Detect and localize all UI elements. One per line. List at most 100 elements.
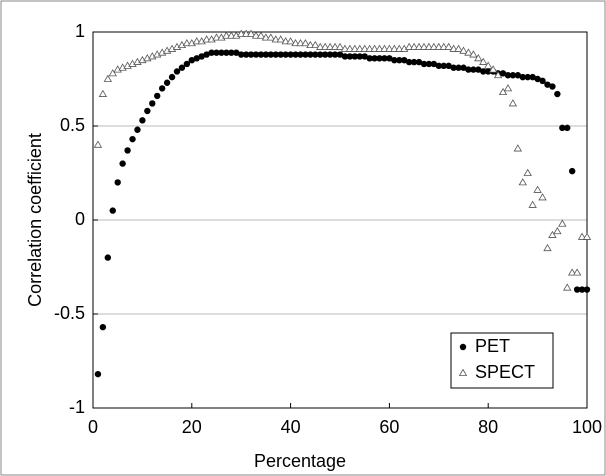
point <box>233 49 240 56</box>
point <box>582 232 592 240</box>
point <box>435 62 442 70</box>
point <box>266 33 276 41</box>
point <box>202 35 211 43</box>
point <box>173 68 181 75</box>
point <box>380 44 389 52</box>
point <box>465 66 472 73</box>
point <box>509 72 517 79</box>
point <box>93 140 103 148</box>
point <box>261 33 271 41</box>
x-tick-label: 100 <box>572 417 602 437</box>
point <box>391 57 398 64</box>
point <box>528 200 537 208</box>
legend-marker <box>459 343 467 351</box>
legend-label: PET <box>475 336 510 356</box>
point <box>346 53 354 60</box>
point <box>355 44 364 52</box>
plot-border <box>92 31 588 409</box>
point <box>178 64 186 71</box>
point <box>345 44 355 52</box>
point <box>124 147 131 154</box>
point <box>99 323 107 331</box>
point <box>212 33 221 41</box>
point <box>414 42 424 50</box>
point <box>144 107 151 115</box>
point <box>114 179 121 186</box>
point <box>356 53 363 60</box>
point <box>519 73 526 81</box>
point <box>365 44 374 52</box>
point <box>395 44 404 52</box>
y-tick-label: 0.5 <box>60 115 85 135</box>
point <box>514 72 522 79</box>
point <box>326 51 334 58</box>
point <box>119 160 126 167</box>
point <box>533 185 542 193</box>
point <box>577 232 587 240</box>
point <box>470 66 477 73</box>
point <box>419 42 429 50</box>
point <box>361 53 368 60</box>
point <box>312 51 319 58</box>
point <box>198 53 205 60</box>
point <box>252 51 260 58</box>
point <box>256 31 266 39</box>
point <box>218 49 225 56</box>
point <box>340 44 350 52</box>
point <box>104 254 112 261</box>
point <box>430 60 438 68</box>
point <box>246 29 256 37</box>
point <box>410 58 418 66</box>
point <box>454 44 463 52</box>
point <box>439 42 448 50</box>
point <box>429 42 439 50</box>
point <box>360 44 369 52</box>
point <box>213 49 220 56</box>
point <box>330 42 340 50</box>
point <box>474 54 483 62</box>
point <box>297 51 304 58</box>
y-tick-label: -0.5 <box>54 303 85 323</box>
point <box>404 42 414 50</box>
point <box>350 44 360 52</box>
point <box>320 42 330 50</box>
point <box>251 31 261 39</box>
point <box>286 37 295 45</box>
point <box>460 64 467 71</box>
point <box>508 99 518 107</box>
point <box>549 83 556 90</box>
point <box>390 44 399 52</box>
point <box>488 65 498 73</box>
point <box>563 283 572 291</box>
point <box>553 226 562 235</box>
point <box>237 29 246 37</box>
x-tick-label: 0 <box>88 417 98 437</box>
point <box>534 75 541 83</box>
x-tick-label: 60 <box>379 417 399 437</box>
x-tick-label: 80 <box>478 417 498 437</box>
point <box>223 49 230 56</box>
point <box>409 42 419 50</box>
point <box>291 38 300 47</box>
point <box>227 31 236 39</box>
point <box>449 44 458 52</box>
point <box>425 60 433 68</box>
point <box>149 100 156 107</box>
x-axis-label: Percentage <box>254 451 346 471</box>
point <box>503 84 513 92</box>
point <box>311 40 320 49</box>
point <box>325 42 335 50</box>
point <box>386 55 393 62</box>
point <box>538 193 547 201</box>
point <box>405 58 413 66</box>
point <box>271 35 280 43</box>
point <box>277 51 284 58</box>
point <box>267 51 275 58</box>
point <box>493 70 503 79</box>
point <box>544 81 551 88</box>
point <box>424 42 434 50</box>
point <box>351 53 359 60</box>
point <box>182 38 192 47</box>
